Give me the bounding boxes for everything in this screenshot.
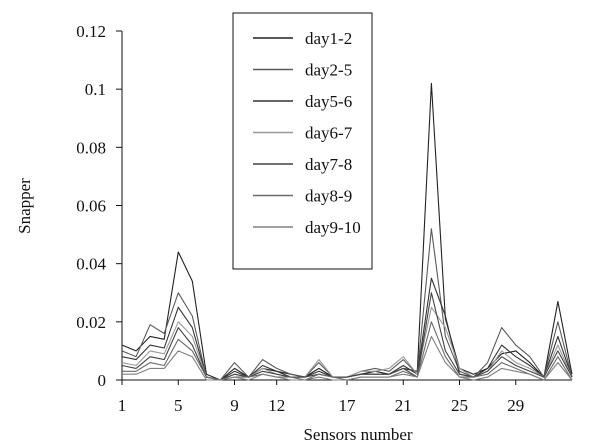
series-line-day7-8 (121, 292, 573, 381)
y-tick-label: 0.1 (85, 80, 106, 99)
x-tick-label: 17 (339, 396, 357, 415)
x-tick-label: 1 (118, 396, 127, 415)
y-axis-title: Snapper (15, 178, 34, 234)
y-tick-label: 0 (98, 371, 107, 390)
x-tick-label: 25 (451, 396, 468, 415)
x-tick-label: 9 (230, 396, 239, 415)
legend-label-day1-2: day1-2 (305, 29, 352, 48)
legend-label-day9-10: day9-10 (305, 218, 361, 237)
y-tick-label: 0.04 (76, 255, 106, 274)
y-tick-label: 0.12 (76, 22, 106, 41)
y-tick-label: 0.02 (76, 313, 106, 332)
x-tick-label: 29 (507, 396, 524, 415)
legend-label-day6-7: day6-7 (305, 124, 353, 143)
series-layer (121, 82, 573, 381)
x-tick-label: 5 (174, 396, 183, 415)
y-tick-label: 0.06 (76, 197, 106, 216)
series-line-day5-6 (121, 277, 573, 381)
legend-label-day5-6: day5-6 (305, 92, 352, 111)
legend-label-day2-5: day2-5 (305, 61, 352, 80)
legend: day1-2 day2-5 day5-6 day6-7 day7-8 day8-9 day9… (232, 12, 373, 270)
legend-label-day8-9: day8-9 (305, 187, 352, 206)
y-tick-label: 0.08 (76, 138, 106, 157)
legend-label-day7-8: day7-8 (305, 155, 352, 174)
axes: 0 0.02 0.04 0.06 0.08 0.1 0.12 1 5 9 12 17 21 25 29 (76, 22, 572, 415)
x-axis-title: Sensors number (303, 425, 412, 444)
series-line-day9-10 (122, 335, 573, 381)
x-tick-label: 12 (268, 396, 285, 415)
x-tick-label: 21 (395, 396, 412, 415)
